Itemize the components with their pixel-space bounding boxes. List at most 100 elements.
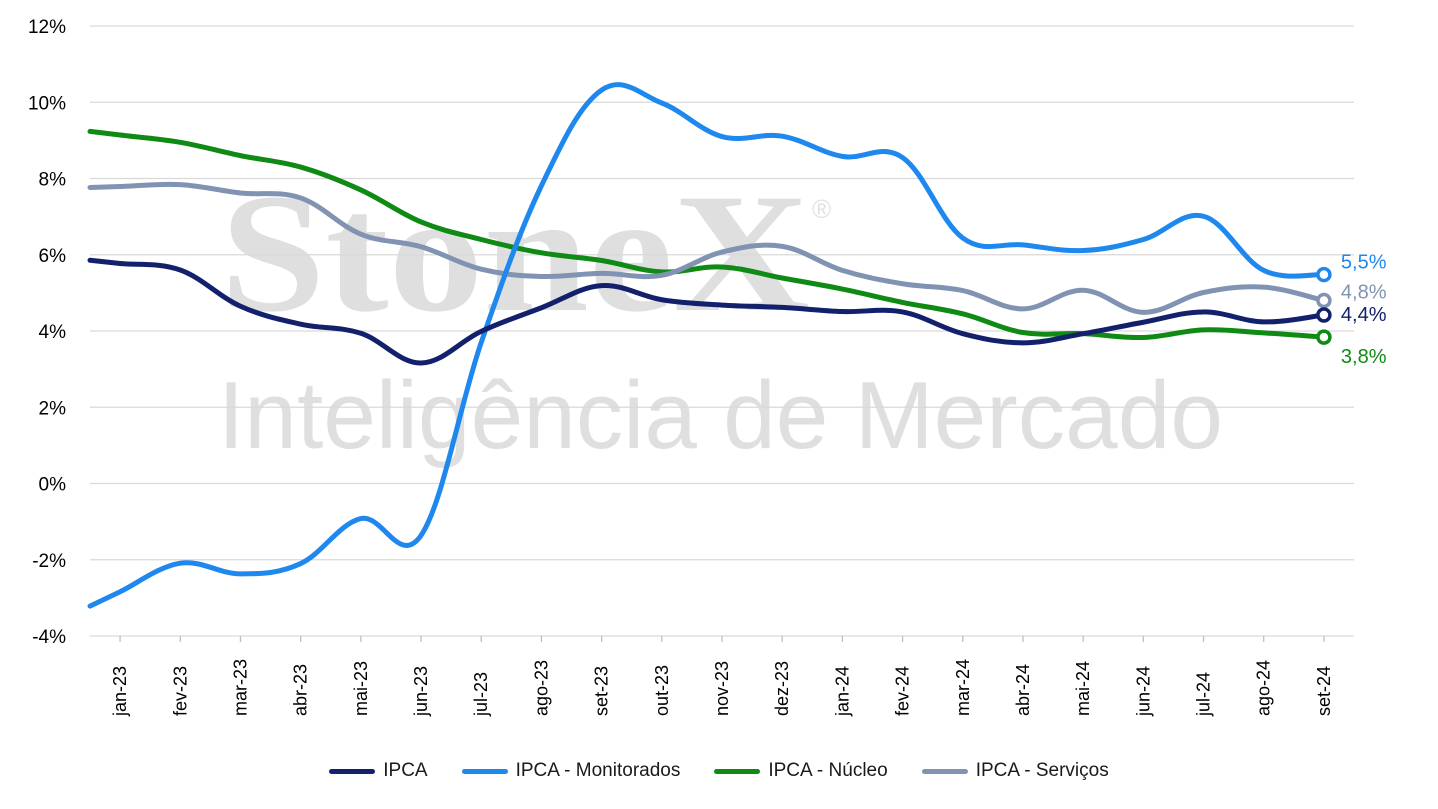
y-tick-label: 6% xyxy=(39,246,67,267)
stonex-watermark: StoneX ® Inteligência de Mercado xyxy=(218,159,1223,469)
x-axis: jan-23 fev-23 mar-23 abr-23 mai-23 jun-23 jul-… xyxy=(110,636,1334,717)
y-tick-label: 12% xyxy=(28,17,66,38)
series-end-marker xyxy=(1316,329,1332,345)
data-point xyxy=(358,187,363,192)
x-tick-label: mar-23 xyxy=(230,659,250,716)
data-point xyxy=(659,101,664,106)
series-end-marker xyxy=(1316,266,1332,283)
data-point xyxy=(238,304,243,309)
data-point xyxy=(1081,288,1086,293)
data-point xyxy=(1020,330,1025,335)
data-point xyxy=(1020,306,1025,311)
x-tick-label: dez-23 xyxy=(772,661,792,716)
x-tick-label: jul-24 xyxy=(1194,672,1214,717)
data-point xyxy=(840,309,845,314)
line-chart: StoneX ® Inteligência de Mercado -4% -2% 0… xyxy=(28,17,1387,717)
data-point xyxy=(659,273,664,278)
legend-label: IPCA - Serviços xyxy=(975,760,1109,781)
data-point xyxy=(1141,320,1146,325)
data-point xyxy=(1261,330,1266,335)
data-point xyxy=(539,305,544,310)
data-point xyxy=(659,297,664,302)
data-point xyxy=(419,533,424,538)
data-point xyxy=(780,305,785,310)
data-point xyxy=(599,283,604,288)
series-line xyxy=(87,128,1327,341)
legend-swatch xyxy=(329,768,376,774)
data-point xyxy=(720,250,725,255)
data-point xyxy=(780,244,785,249)
data-point xyxy=(1201,290,1206,295)
watermark-reg-mark: ® xyxy=(812,194,831,224)
data-point xyxy=(599,258,604,263)
x-tick-label: jul-23 xyxy=(471,672,491,717)
data-point xyxy=(599,271,604,276)
data-point xyxy=(599,88,604,93)
y-tick-label: 2% xyxy=(39,398,67,419)
grid-lines xyxy=(90,25,1354,637)
data-point xyxy=(1261,268,1266,273)
data-point xyxy=(900,309,905,314)
chart-legend: IPCA IPCA - Monitorados IPCA - Núcleo IPCA … xyxy=(0,760,1438,782)
y-tick-label: 4% xyxy=(39,322,67,343)
data-point xyxy=(1201,214,1206,219)
data-point xyxy=(118,261,123,266)
data-point xyxy=(1141,335,1146,340)
data-point xyxy=(358,232,363,237)
data-point xyxy=(238,153,243,158)
data-point xyxy=(479,340,484,345)
x-tick-label: ago-23 xyxy=(531,660,551,716)
data-point xyxy=(1141,310,1146,315)
data-point xyxy=(358,516,363,521)
data-point xyxy=(298,165,303,170)
y-tick-label: -4% xyxy=(32,627,66,648)
data-point xyxy=(539,183,544,188)
series-end-markers: 3,8% 4,8% 5,5% 4,4% xyxy=(1316,252,1387,368)
data-point xyxy=(358,331,363,336)
data-point xyxy=(178,561,183,566)
series-end-label: 4,4% xyxy=(1341,304,1387,326)
data-point xyxy=(720,264,725,269)
data-point xyxy=(900,300,905,305)
data-point xyxy=(960,288,965,293)
legend-item: IPCA - Monitorados xyxy=(461,760,680,782)
series-end-marker xyxy=(1316,292,1332,309)
x-tick-label: set-23 xyxy=(592,666,612,716)
data-point xyxy=(720,134,725,139)
data-point xyxy=(720,303,725,308)
data-point xyxy=(419,219,424,224)
series-lines xyxy=(87,82,1327,609)
x-tick-label: jan-23 xyxy=(110,666,130,717)
data-point xyxy=(298,561,303,566)
data-point xyxy=(840,154,845,159)
data-point xyxy=(1261,285,1266,290)
watermark-tagline: Inteligência de Mercado xyxy=(218,362,1223,469)
data-point xyxy=(539,250,544,255)
data-point xyxy=(479,237,484,242)
x-tick-label: fev-23 xyxy=(170,666,190,716)
data-point xyxy=(1261,319,1266,324)
data-point xyxy=(118,184,123,189)
data-point xyxy=(298,322,303,327)
data-point xyxy=(960,311,965,316)
x-tick-label: mai-23 xyxy=(351,661,371,716)
legend-item: IPCA xyxy=(329,760,428,782)
data-point xyxy=(1081,248,1086,253)
legend-label: IPCA - Núcleo xyxy=(768,760,888,781)
x-tick-label: jan-24 xyxy=(832,666,852,717)
series-line xyxy=(87,82,1327,609)
series-line xyxy=(87,257,1327,366)
data-point xyxy=(780,276,785,281)
series-end-label: 5,5% xyxy=(1341,252,1387,274)
data-point xyxy=(238,190,243,195)
x-tick-label: set-24 xyxy=(1314,666,1334,716)
series-end-marker xyxy=(1316,307,1332,323)
y-tick-label: 10% xyxy=(28,93,66,114)
data-point xyxy=(118,589,123,594)
x-tick-label: ago-24 xyxy=(1254,660,1274,716)
data-point xyxy=(419,361,424,366)
data-point xyxy=(419,244,424,249)
data-point xyxy=(900,281,905,286)
data-point xyxy=(1020,340,1025,345)
data-point xyxy=(840,287,845,292)
